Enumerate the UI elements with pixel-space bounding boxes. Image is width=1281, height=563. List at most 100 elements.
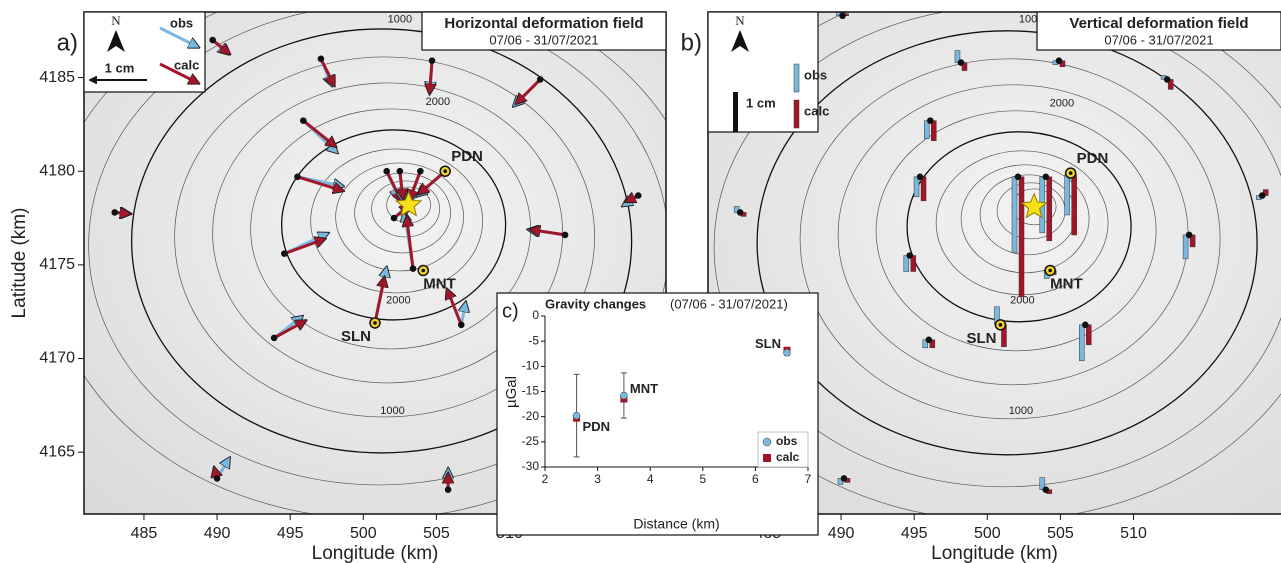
- vertical-bar: [914, 177, 919, 197]
- x-tick-label: 2: [542, 472, 549, 486]
- named-station-dot: [373, 321, 377, 325]
- x-tick-label: 485: [131, 525, 158, 542]
- figure: 1000200020001000PDNMNTSLN485490495500505…: [0, 0, 1281, 563]
- x-axis-label: Longitude (km): [312, 543, 439, 563]
- station: [410, 265, 417, 272]
- panel-subtitle: 07/06 - 31/07/2021: [489, 32, 598, 47]
- vertical-bar: [1065, 175, 1070, 215]
- contour-label: 1000: [380, 405, 404, 417]
- point-label: SLN: [755, 336, 781, 351]
- panel-subtitle: 07/06 - 31/07/2021: [1104, 32, 1213, 47]
- legend-marker: [763, 454, 771, 462]
- panel-label: a): [57, 29, 78, 56]
- y-tick-label: 4180: [39, 162, 75, 179]
- station: [1082, 322, 1089, 329]
- legend-bar: [794, 64, 799, 92]
- y-tick-label: -20: [522, 409, 540, 423]
- vertical-bar: [1012, 177, 1017, 253]
- y-tick-label: 0: [532, 308, 539, 322]
- x-axis-label: Longitude (km): [931, 543, 1058, 563]
- station: [209, 37, 216, 44]
- north-label: N: [735, 13, 745, 28]
- x-tick-label: 5: [699, 472, 706, 486]
- named-station-dot: [1069, 171, 1073, 175]
- station: [458, 322, 465, 329]
- station-label: MNT: [423, 275, 456, 292]
- station: [271, 335, 278, 342]
- x-tick-label: 6: [752, 472, 759, 486]
- panel-title: Horizontal deformation field: [444, 15, 643, 32]
- station: [417, 168, 424, 175]
- station: [839, 12, 846, 19]
- x-tick-label: 500: [350, 525, 377, 542]
- x-tick-label: 490: [204, 525, 231, 542]
- station-label: MNT: [1050, 275, 1083, 292]
- station: [391, 215, 398, 222]
- named-station-dot: [443, 169, 447, 173]
- station: [1056, 57, 1063, 64]
- legend-label: calc: [174, 57, 199, 72]
- y-tick-label: -25: [522, 434, 540, 448]
- station: [383, 168, 390, 175]
- y-axis-label: µGal: [503, 376, 520, 408]
- vertical-bar: [1072, 175, 1077, 235]
- station: [562, 232, 569, 239]
- x-axis-label: Distance (km): [633, 516, 719, 532]
- legend-label: calc: [776, 450, 800, 464]
- x-tick-label: 510: [1120, 525, 1147, 542]
- contour-label: 1000: [388, 13, 412, 25]
- station: [1164, 76, 1171, 83]
- named-station-dot: [1048, 269, 1052, 273]
- y-tick-label: 4170: [39, 350, 75, 367]
- named-station-dot: [999, 323, 1003, 327]
- y-tick-label: -5: [528, 333, 539, 347]
- station: [111, 209, 118, 216]
- contour-label: 2000: [426, 96, 450, 108]
- y-tick-label: -30: [522, 459, 540, 473]
- vertical-bar: [1086, 325, 1091, 345]
- station: [1042, 174, 1049, 181]
- x-tick-label: 505: [1047, 525, 1074, 542]
- legend-label: obs: [170, 15, 193, 30]
- panel-label: c): [502, 300, 519, 322]
- legend-bar: [794, 100, 799, 128]
- scale-label: 1 cm: [105, 60, 135, 75]
- station: [397, 168, 404, 175]
- station: [214, 475, 221, 482]
- station: [927, 117, 934, 124]
- point-obs: [573, 412, 580, 419]
- x-tick-label: 495: [901, 525, 928, 542]
- station: [429, 57, 436, 64]
- vertical-bar: [1183, 235, 1188, 259]
- x-tick-label: 7: [805, 472, 812, 486]
- station: [300, 117, 307, 124]
- station-label: PDN: [1077, 150, 1109, 167]
- x-tick-label: 3: [594, 472, 601, 486]
- y-tick-label: 4165: [39, 443, 75, 460]
- station: [445, 486, 452, 493]
- panel-subtitle: (07/06 - 31/07/2021): [670, 296, 788, 311]
- scale-bar: [733, 92, 738, 132]
- y-tick-label: 4175: [39, 256, 75, 273]
- station-label: PDN: [451, 148, 483, 165]
- y-tick-label: -10: [522, 359, 540, 373]
- vertical-bar: [1079, 325, 1084, 361]
- vertical-bar: [1047, 177, 1052, 241]
- station: [917, 174, 924, 181]
- station: [294, 174, 301, 181]
- vertical-bar: [1019, 177, 1024, 297]
- point-label: PDN: [583, 419, 610, 434]
- named-station-dot: [421, 269, 425, 273]
- station: [737, 209, 744, 216]
- station: [926, 336, 933, 343]
- x-tick-label: 4: [647, 472, 654, 486]
- x-tick-label: 495: [277, 525, 304, 542]
- scale-label: 1 cm: [746, 95, 776, 110]
- station: [1042, 486, 1049, 493]
- station: [906, 252, 913, 259]
- legend-label: obs: [804, 67, 827, 82]
- station: [537, 76, 544, 83]
- panel-title: Vertical deformation field: [1069, 15, 1248, 32]
- contour-label: 2000: [1050, 98, 1074, 110]
- station: [958, 59, 965, 66]
